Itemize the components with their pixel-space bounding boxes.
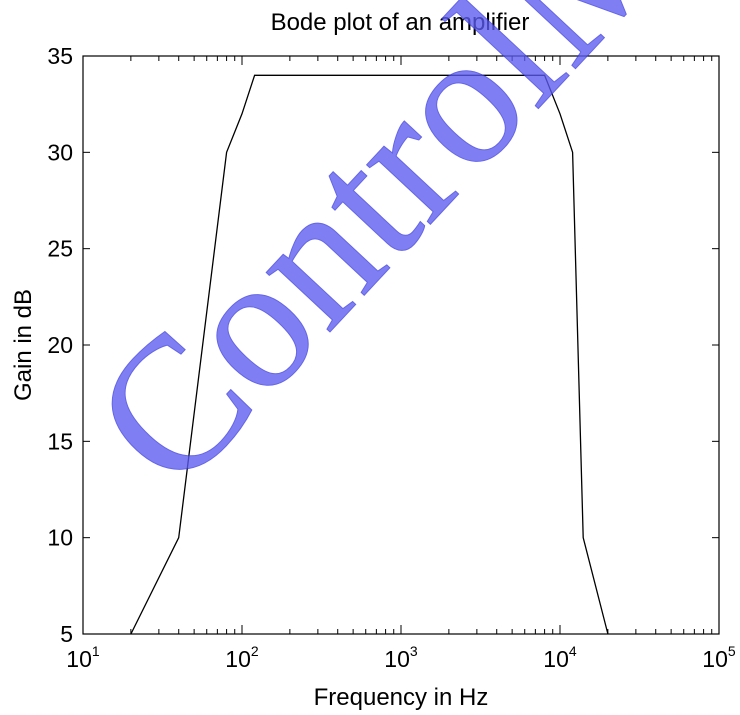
x-tick-exponent: 5 (728, 643, 736, 659)
x-tick-exponent: 4 (569, 643, 577, 659)
y-tick-label: 25 (47, 236, 73, 262)
x-tick-label: 103 (384, 643, 418, 672)
x-tick-base: 10 (225, 646, 251, 672)
x-tick-exponent: 2 (251, 643, 259, 659)
y-tick-label: 15 (47, 428, 73, 454)
y-tick-label: 10 (47, 525, 73, 551)
x-tick-label: 101 (66, 643, 100, 672)
x-tick-label: 102 (225, 643, 259, 672)
plot-frame (82, 55, 720, 635)
y-tick-labels: 5 10 15 20 25 30 35 (47, 43, 73, 647)
gain-line (130, 74, 609, 635)
y-axis-label: Gain in dB (10, 289, 37, 401)
x-tick-labels: 101 102 103 104 105 (66, 643, 736, 672)
x-tick-label: 104 (543, 643, 577, 672)
y-tick-label: 20 (47, 332, 73, 358)
x-tick-base: 10 (384, 646, 410, 672)
x-tick-exponent: 3 (410, 643, 418, 659)
chart-title: Bode plot of an amplifier (271, 9, 530, 36)
x-tick-exponent: 1 (92, 643, 100, 659)
x-tick-label: 105 (702, 643, 736, 672)
x-tick-base: 10 (66, 646, 92, 672)
y-tick-label: 35 (47, 43, 73, 69)
axis-ticks (82, 55, 720, 635)
series-lines (130, 74, 609, 635)
y-tick-label: 5 (60, 621, 73, 647)
x-axis-label: Frequency in Hz (314, 684, 489, 711)
y-tick-label: 30 (47, 139, 73, 165)
x-tick-base: 10 (543, 646, 569, 672)
x-tick-base: 10 (702, 646, 728, 672)
